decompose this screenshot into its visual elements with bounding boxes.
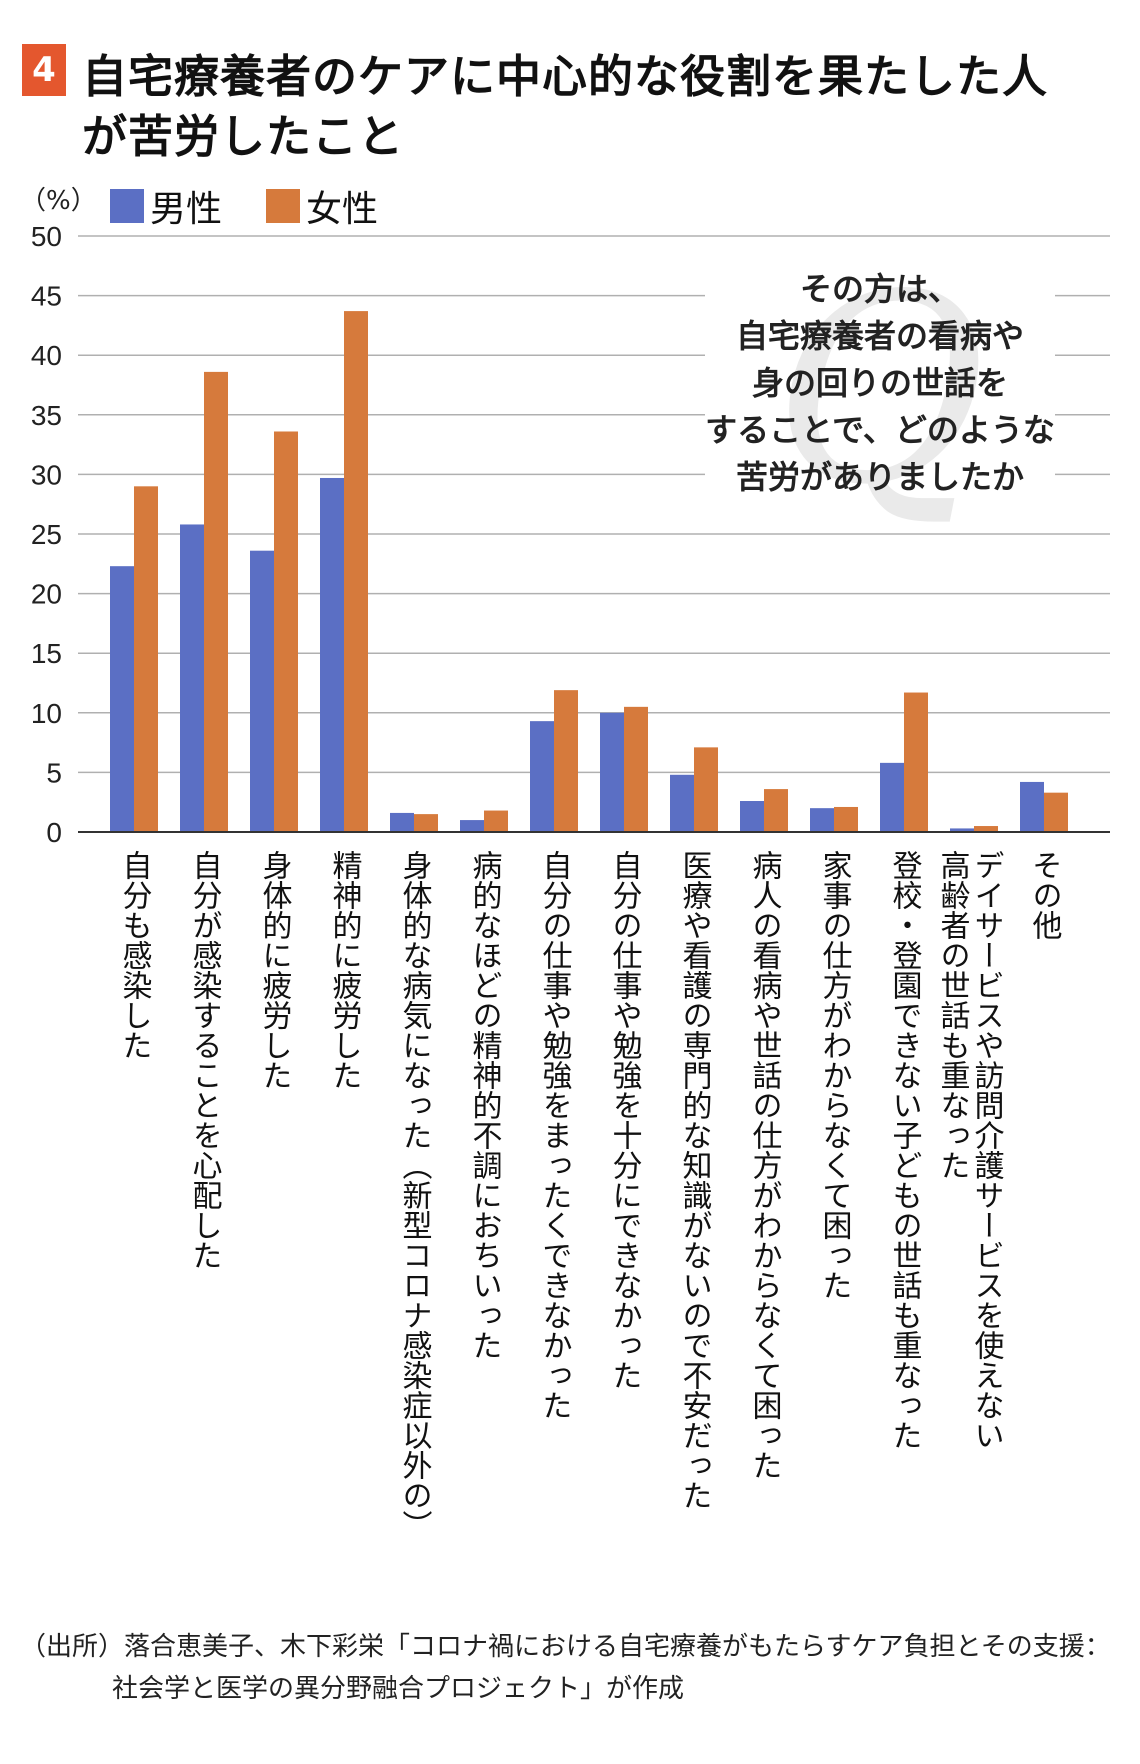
source-note-line-1: （出所）落合恵美子、木下彩栄「コロナ禍における自宅療養がもたらすケア負担とその支… xyxy=(20,1632,1111,1662)
y-tick-label: 5 xyxy=(46,757,62,788)
bar-male xyxy=(180,524,204,832)
x-category-label: 精神的に疲労した xyxy=(327,850,363,1090)
x-category-label: 高齢者の世話も重なった xyxy=(935,850,971,1180)
y-tick-label: 45 xyxy=(31,281,62,312)
bar-female xyxy=(344,311,368,832)
bar-female xyxy=(624,706,648,832)
legend: 男性 女性 xyxy=(110,180,422,232)
bar-female xyxy=(484,810,508,832)
bar-male xyxy=(740,801,764,832)
y-tick-label: 20 xyxy=(31,579,62,610)
x-category-label: その他 xyxy=(1027,850,1063,940)
y-tick-label: 35 xyxy=(31,400,62,431)
legend-swatch-male xyxy=(110,189,144,223)
legend-item-female: 女性 xyxy=(266,180,378,232)
x-category-label: 身体的な病気になった（新型コロナ感染症以外の） xyxy=(397,850,433,1540)
legend-label-female: 女性 xyxy=(306,189,379,230)
bar-female xyxy=(204,371,228,832)
y-axis-unit-label: （%） xyxy=(20,186,97,216)
source-note: （出所）落合恵美子、木下彩栄「コロナ禍における自宅療養がもたらすケア負担とその支… xyxy=(20,1626,1111,1710)
y-tick-label: 50 xyxy=(31,221,62,252)
x-category-label: 自分も感染した xyxy=(117,850,152,1060)
bar-male xyxy=(810,808,834,832)
y-tick-label: 30 xyxy=(31,459,62,490)
x-category-label: 病的なほどの精神的不調におちいった xyxy=(467,850,503,1360)
callout-text-line: 自宅療養者の看病や xyxy=(736,317,1024,355)
callout-text-line: 苦労がありましたか xyxy=(736,458,1024,496)
bar-female xyxy=(834,806,858,832)
bar-chart: 0 5 10 15 20 25 30 35 40 45 50 Qその方は、自宅療養者の看病や身の回りの… xyxy=(31,221,1110,1540)
bar-female xyxy=(974,826,998,832)
bar-male xyxy=(600,712,624,832)
bar-female xyxy=(764,789,788,832)
callout-text-line: 身の回りの世話を xyxy=(752,364,1008,402)
bar-male xyxy=(670,774,694,832)
y-tick-label: 0 xyxy=(46,817,62,848)
callout-text-line: その方は、 xyxy=(800,270,960,308)
legend-swatch-female xyxy=(266,189,301,223)
bar-male xyxy=(950,828,974,832)
y-tick-label: 40 xyxy=(31,340,62,371)
legend-label-male: 男性 xyxy=(150,189,223,230)
bar-female xyxy=(274,431,298,832)
bar-male xyxy=(250,550,274,832)
y-tick-label: 15 xyxy=(31,638,62,669)
bar-female xyxy=(134,486,158,832)
callout-text-line: することで、どのような xyxy=(705,411,1055,449)
x-category-label: デイサービスや訪問介護サービスを使えない xyxy=(969,850,1005,1450)
y-tick-label: 25 xyxy=(31,519,62,550)
bar-male xyxy=(880,762,904,832)
title-line-1: 自宅療養者のケアに中心的な役割を果たした人 xyxy=(82,50,1049,103)
bar-female xyxy=(414,814,438,832)
bar-male xyxy=(110,566,134,832)
x-category-label: 医療や看護の専門的な知識がないので不安だった xyxy=(677,850,713,1510)
x-category-label: 病人の看病や世話の仕方がわからなくて困った xyxy=(747,850,783,1480)
bar-male xyxy=(390,812,414,832)
bar-female xyxy=(694,747,718,832)
bar-female xyxy=(554,690,578,832)
title-line-2: が苦労したこと xyxy=(82,110,405,163)
source-note-line-2: 社会学と医学の異分野融合プロジェクト」が作成 xyxy=(112,1674,685,1704)
bar-male xyxy=(530,721,554,832)
bar-female xyxy=(904,692,928,832)
y-tick-label: 10 xyxy=(31,698,62,729)
callout-background xyxy=(705,270,1055,510)
callout-watermark-letter: Q xyxy=(773,240,986,542)
bar-male xyxy=(1020,781,1044,832)
legend-item-male: 男性 xyxy=(110,180,222,232)
figure-number-badge: 4 xyxy=(22,44,66,96)
bar-male xyxy=(460,820,484,832)
x-category-label: 自分が感染することを心配した xyxy=(187,850,222,1270)
bar-male xyxy=(320,477,344,832)
x-category-label: 身体的に疲労した xyxy=(257,850,293,1090)
x-category-label: 家事の仕方がわからなくて困った xyxy=(817,850,853,1300)
x-category-label: 自分の仕事や勉強をまったくできなかった xyxy=(537,850,573,1420)
x-category-label: 自分の仕事や勉強を十分にできなかった xyxy=(607,850,643,1390)
bar-female xyxy=(1044,792,1068,832)
x-category-label: 登校・登園できない子どもの世話も重なった xyxy=(887,850,923,1450)
